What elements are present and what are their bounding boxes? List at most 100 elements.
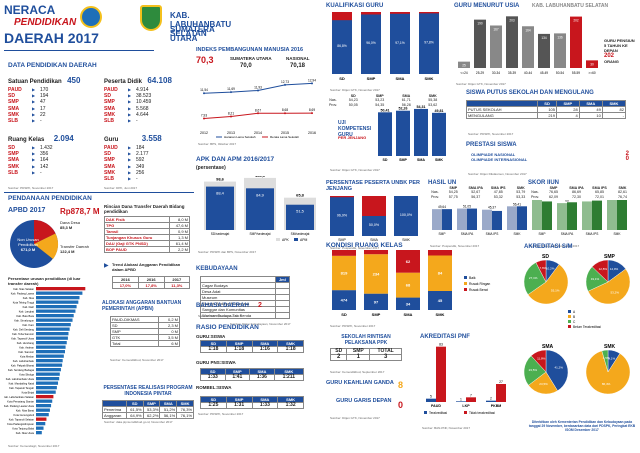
legend-apk: APK bbox=[282, 238, 290, 242]
bar bbox=[36, 372, 60, 376]
bar-apm bbox=[246, 188, 274, 230]
bar bbox=[36, 296, 80, 300]
rasio-cell: 1:18 bbox=[200, 346, 227, 353]
source-bahasa: Sumber: BPPB, November 2017 bbox=[198, 314, 242, 318]
table-cell: Anggaran bbox=[102, 412, 127, 419]
stat-row: SMA ▶ 5.568 bbox=[104, 106, 194, 112]
stat-row: SMK ▶ 4.644 bbox=[104, 112, 194, 118]
peserta-block: Peserta Didik 64.108 PAUD ▶ 4.914 SD ▶ 38.523… bbox=[104, 76, 194, 124]
ipm-prov-value: 70,0 bbox=[240, 63, 252, 69]
pie-label: 19,1% bbox=[591, 277, 600, 281]
x-tick: SMK bbox=[436, 312, 445, 317]
ipm-title: INDEKS PEMBANGUNAN MANUSIA 2016 bbox=[196, 47, 304, 53]
point-label-hls: 11,93 bbox=[254, 85, 262, 89]
x-tick: SD bbox=[339, 76, 345, 81]
peserta-total: 64.108 bbox=[147, 76, 172, 85]
pie-dau-value: 85,3 M bbox=[60, 225, 73, 230]
legend-swatch bbox=[464, 276, 467, 279]
akreditasi-pie-charts: SD 10,2% 55,1% 27,1% 7,6% SMP 14,9% 53,2% 19,1% 1… bbox=[523, 254, 631, 395]
bar bbox=[36, 413, 49, 417]
bar-label: 97,1% bbox=[395, 41, 405, 45]
pie-label-non: Non Urusan Pendidikan 671,0 M bbox=[8, 237, 48, 252]
table-cell: BOP PAUD bbox=[104, 246, 170, 253]
stat-row-key: SMP bbox=[104, 157, 115, 164]
x-tick: 2015 bbox=[281, 131, 289, 135]
pnf-bar-chart: 5 83 PAUD 1 7 LKP 2 27 PKBM Terakreditasi Tidak te… bbox=[424, 343, 506, 415]
bar-label: Kab. Padang Lawas bbox=[11, 292, 35, 296]
bar-label: 66 bbox=[565, 200, 569, 202]
stat-row-arrow-icon: ▶ bbox=[128, 99, 132, 105]
guru-block: Guru 3.558 PAUD ▶ 184 SD ▶ 2.177 SMP ▶ 592 SMA ▶ 34… bbox=[104, 134, 194, 182]
stat-row-value: 10.459 bbox=[136, 99, 152, 106]
table-cell: 62,2% bbox=[142, 412, 161, 419]
stat-row: SMK ▶ 22 bbox=[8, 112, 98, 118]
bar-2017 bbox=[492, 210, 502, 230]
x-tick: SMP bbox=[367, 76, 376, 81]
x-tick: 2014 bbox=[254, 131, 262, 135]
section-title-dpd: DATA PENDIDIKAN DAERAH bbox=[8, 62, 97, 69]
bar bbox=[36, 309, 76, 313]
bar bbox=[36, 332, 69, 336]
bar-2016 bbox=[507, 206, 517, 230]
legend-item: A bbox=[573, 310, 576, 314]
stat-row: PAUD ▶ 4.914 bbox=[104, 87, 194, 93]
bar bbox=[36, 399, 53, 403]
bar bbox=[36, 377, 60, 381]
bar-kondisi bbox=[396, 272, 420, 298]
rintisan-cell: 3 bbox=[369, 354, 402, 361]
apk-apm-bar-chart: 98,6 88,4 SD/sederajat 106,1 84,9 SMP/sederaj… bbox=[204, 176, 316, 242]
bar-label: 54,31 bbox=[417, 105, 426, 109]
bar-label: Kab. Samosir bbox=[18, 350, 34, 354]
stat-row: SMP ▶ 10.459 bbox=[104, 99, 194, 105]
ukg-title: UJI KOMPETENSI GURU bbox=[338, 120, 372, 138]
stat-row-key: SD bbox=[8, 145, 15, 151]
pie-tr-value: 122,4 M bbox=[60, 249, 75, 254]
table-row: MENGULANG 219 4 10- bbox=[465, 112, 627, 119]
x-tick: SMA bbox=[370, 238, 378, 242]
bar-terakreditasi bbox=[456, 401, 466, 402]
bar-label: 52,26 bbox=[399, 107, 408, 111]
stat-row-arrow-icon: ▶ bbox=[128, 105, 132, 111]
stat-row-arrow-icon: ▶ bbox=[128, 176, 132, 182]
x-tick: <=24 bbox=[460, 71, 467, 75]
stat-row-value: - bbox=[136, 118, 138, 125]
urusan-note: Persentase urusan pendidikan (di luar tr… bbox=[8, 276, 81, 286]
mini-row: Nas. 54,25 52,67 47,85 53,79 bbox=[428, 190, 532, 194]
stat-row-key: SD bbox=[104, 151, 111, 158]
mini-row: Prov. 57,75 56,37 53,32 53,33 bbox=[428, 195, 532, 199]
bar-kondisi bbox=[364, 250, 388, 255]
legend-item: Rusak Ringan bbox=[469, 282, 490, 286]
apbd-pie bbox=[10, 220, 59, 268]
pie-slice bbox=[591, 259, 609, 283]
x-tick: 30-34 bbox=[492, 71, 500, 75]
bar-label: 56,41 bbox=[513, 202, 521, 206]
bar-usia bbox=[538, 33, 550, 68]
bar-label: 27 bbox=[499, 380, 503, 384]
kebudayaan-title: KEBUDAYAAN bbox=[196, 266, 238, 272]
ruang-label: Ruang Kelas bbox=[8, 137, 45, 143]
stat-row-value: 47 bbox=[40, 99, 46, 106]
bar bbox=[36, 395, 54, 399]
rasio-row: 1:18 1:18 1:16 1:18 bbox=[200, 346, 304, 353]
bar-label: 84 bbox=[438, 271, 443, 276]
pie-label: 55,1% bbox=[551, 288, 560, 292]
stat-row-key: SD bbox=[8, 93, 15, 100]
stat-row-value: 592 bbox=[136, 157, 145, 164]
mini-cell: 65,85 bbox=[595, 190, 604, 195]
stat-row-value: 1.432 bbox=[40, 145, 53, 151]
rintisan-cell: 2 bbox=[329, 354, 348, 361]
akreditasi-title: AKREDITASI S/M bbox=[524, 244, 573, 250]
rasio-cell: 1:18 bbox=[277, 346, 304, 353]
ruang-block: Ruang Kelas 2.094 SD ▶ 1.432 SMP ▶ 356 SMA ▶ 164… bbox=[8, 134, 98, 176]
pie-slice bbox=[523, 262, 547, 295]
pie-dau-label: Dana Desa bbox=[60, 220, 81, 225]
stat-row: SLB ▶ - bbox=[8, 118, 98, 124]
stat-row-key: PAUD bbox=[104, 145, 118, 151]
rasio-cell: 1:25 bbox=[200, 402, 227, 409]
mini-cell: SMP bbox=[375, 94, 384, 98]
mini-cell: SMP bbox=[549, 186, 558, 190]
legend-swatch bbox=[464, 282, 467, 285]
stat-row: SD ▶ 2.177 bbox=[104, 151, 194, 157]
bar-usia bbox=[522, 26, 534, 68]
source-pnf: Sumber: BAN-PNF, November 2017 bbox=[422, 426, 471, 430]
